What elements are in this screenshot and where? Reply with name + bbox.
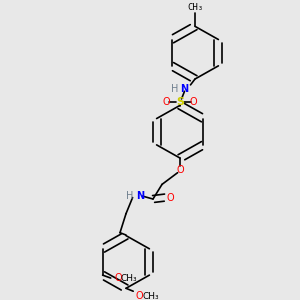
Text: CH₃: CH₃ bbox=[121, 274, 137, 283]
Text: H: H bbox=[171, 84, 178, 94]
Text: O: O bbox=[167, 193, 174, 202]
Text: CH₃: CH₃ bbox=[142, 292, 159, 300]
Text: H: H bbox=[126, 191, 134, 201]
Text: O: O bbox=[114, 273, 122, 283]
Text: O: O bbox=[190, 98, 197, 107]
Text: S: S bbox=[176, 98, 184, 107]
Text: O: O bbox=[136, 291, 143, 300]
Text: CH₃: CH₃ bbox=[187, 3, 203, 12]
Text: O: O bbox=[176, 165, 184, 175]
Text: N: N bbox=[181, 84, 189, 94]
Text: O: O bbox=[163, 98, 170, 107]
Text: N: N bbox=[136, 191, 145, 201]
